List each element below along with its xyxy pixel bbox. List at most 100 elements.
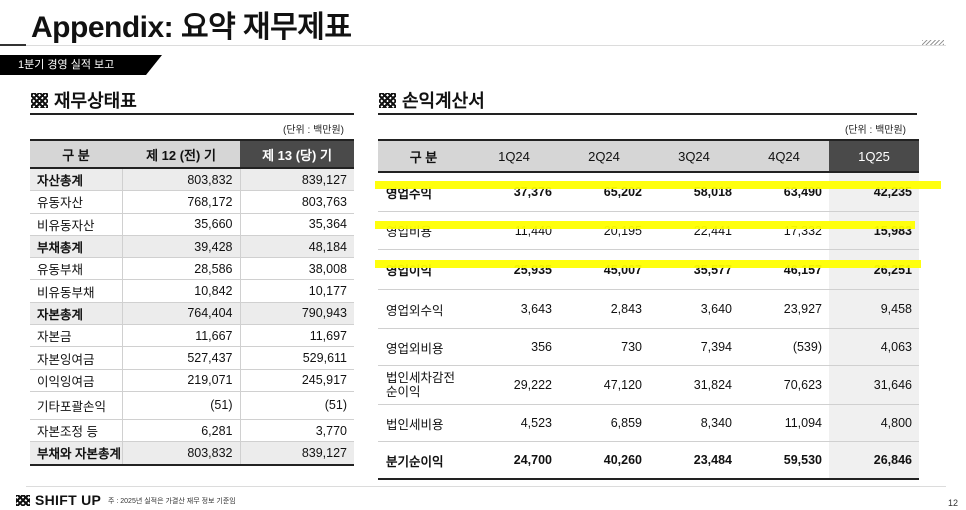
company-logo: SHIFT UP — [16, 492, 101, 508]
footnote: 주 : 2025년 실적은 가결산 재무 정보 기준임 — [108, 498, 236, 505]
table-row: 기타포괄손익 (51) (51) — [30, 391, 354, 420]
value-cell: 24,700 — [469, 441, 559, 480]
value-cell: 529,611 — [239, 346, 354, 370]
row-label: 유동자산 — [30, 190, 122, 214]
table-row: 영업비용 11,440 20,195 22,441 17,332 15,983 — [378, 211, 919, 250]
value-cell: 3,643 — [469, 289, 559, 329]
highlight-operating-profit — [375, 260, 921, 268]
table-header-row: 구 분 제 12 (전) 기 제 13 (당) 기 — [30, 139, 354, 169]
balance-sheet-heading: 재무상태표 — [31, 87, 137, 113]
table-row: 영업수익 37,376 65,202 58,018 63,490 42,235 — [378, 172, 919, 212]
column-header: 제 13 (당) 기 — [240, 139, 354, 169]
value-cell: 11,697 — [239, 324, 354, 348]
checker-icon — [16, 494, 30, 506]
value-cell: 768,172 — [121, 190, 240, 214]
value-cell: 40,260 — [559, 441, 649, 480]
row-label: 영업이익 — [378, 249, 469, 290]
row-label: 비유동자산 — [30, 213, 122, 236]
row-label: 영업수익 — [378, 172, 469, 212]
value-cell: 4,800 — [829, 404, 919, 442]
value-cell: 527,437 — [121, 346, 240, 370]
row-label: 이익잉여금 — [30, 369, 122, 392]
value-cell: 7,394 — [649, 328, 739, 366]
table-row: 자본잉여금 527,437 529,611 — [30, 346, 354, 370]
table-row: 자산총계 803,832 839,127 — [30, 168, 354, 192]
value-cell: 803,763 — [239, 190, 354, 214]
row-label: 유동부채 — [30, 257, 122, 281]
value-cell: 4,063 — [829, 328, 919, 366]
column-header: 3Q24 — [649, 139, 739, 173]
column-header: 1Q25 — [829, 139, 919, 173]
income-statement-table: 구 분 1Q24 2Q24 3Q24 4Q24 1Q25 영업수익 37,376 6… — [378, 139, 919, 480]
row-label: 기타포괄손익 — [30, 391, 122, 420]
value-cell: 6,281 — [121, 419, 240, 443]
value-cell: 35,364 — [239, 213, 354, 236]
value-cell: 45,007 — [559, 249, 649, 290]
value-cell: 26,251 — [829, 249, 919, 290]
table-row: 영업외수익 3,643 2,843 3,640 23,927 9,458 — [378, 289, 919, 329]
column-header: 1Q24 — [469, 139, 559, 173]
hatch-decoration — [922, 40, 944, 45]
table-row: 자본조정 등 6,281 3,770 — [30, 419, 354, 443]
footer-divider — [26, 486, 946, 487]
income-statement-unit: (단위 : 백만원) — [845, 125, 906, 136]
value-cell: 47,120 — [559, 365, 649, 405]
value-cell: 29,222 — [469, 365, 559, 405]
table-row: 분기순이익 24,700 40,260 23,484 59,530 26,846 — [378, 441, 919, 480]
row-label: 부채총계 — [30, 235, 122, 259]
value-cell: (51) — [121, 391, 240, 420]
income-statement-heading: 손익계산서 — [379, 87, 485, 113]
table-row: 법인세비용 4,523 6,859 8,340 11,094 4,800 — [378, 404, 919, 442]
value-cell: 17,332 — [739, 211, 829, 250]
value-cell: 10,842 — [121, 279, 240, 303]
row-label: 자본금 — [30, 324, 122, 348]
table-row: 자본총계 764,404 790,943 — [30, 302, 354, 326]
value-cell: 764,404 — [121, 302, 240, 326]
value-cell: 790,943 — [239, 302, 354, 326]
value-cell: 839,127 — [239, 441, 354, 466]
page-title: Appendix: 요약 재무제표 — [31, 11, 352, 44]
value-cell: 59,530 — [739, 441, 829, 480]
table-row: 비유동부채 10,842 10,177 — [30, 279, 354, 303]
value-cell: 58,018 — [649, 172, 739, 212]
row-label: 영업외수익 — [378, 289, 469, 329]
table-row: 법인세차감전 순이익 29,222 47,120 31,824 70,623 31,646 — [378, 365, 919, 405]
value-cell: 70,623 — [739, 365, 829, 405]
value-cell: 3,770 — [239, 419, 354, 443]
value-cell: 23,927 — [739, 289, 829, 329]
row-label: 분기순이익 — [378, 441, 469, 480]
section-tag: 1분기 경영 실적 보고 — [0, 55, 162, 75]
column-header: 제 12 (전) 기 — [122, 139, 240, 169]
table-row: 비유동자산 35,660 35,364 — [30, 213, 354, 236]
value-cell: 11,667 — [121, 324, 240, 348]
value-cell: 35,577 — [649, 249, 739, 290]
value-cell: 25,935 — [469, 249, 559, 290]
value-cell: 4,523 — [469, 404, 559, 442]
value-cell: 11,094 — [739, 404, 829, 442]
table-row: 자본금 11,667 11,697 — [30, 324, 354, 348]
row-label: 자산총계 — [30, 168, 122, 192]
table-row: 영업외비용 356 730 7,394 (539) 4,063 — [378, 328, 919, 366]
value-cell: (539) — [739, 328, 829, 366]
value-cell: 22,441 — [649, 211, 739, 250]
value-cell: 9,458 — [829, 289, 919, 329]
title-divider — [26, 45, 946, 46]
table-row: 이익잉여금 219,071 245,917 — [30, 369, 354, 392]
column-header: 4Q24 — [739, 139, 829, 173]
balance-sheet-unit: (단위 : 백만원) — [283, 125, 344, 136]
income-statement-title: 손익계산서 — [402, 91, 485, 111]
value-cell: 2,843 — [559, 289, 649, 329]
value-cell: 803,832 — [121, 168, 240, 192]
table-row: 영업이익 25,935 45,007 35,577 46,157 26,251 — [378, 249, 919, 290]
value-cell: 38,008 — [239, 257, 354, 281]
column-header: 구 분 — [378, 139, 469, 173]
value-cell: 42,235 — [829, 172, 919, 212]
value-cell: 65,202 — [559, 172, 649, 212]
value-cell: 245,917 — [239, 369, 354, 392]
row-label: 영업비용 — [378, 211, 469, 250]
table-row: 부채와 자본총계 803,832 839,127 — [30, 441, 354, 466]
value-cell: 15,983 — [829, 211, 919, 250]
value-cell: 39,428 — [121, 235, 240, 259]
row-label: 비유동부채 — [30, 279, 122, 303]
table-row: 유동자산 768,172 803,763 — [30, 190, 354, 214]
